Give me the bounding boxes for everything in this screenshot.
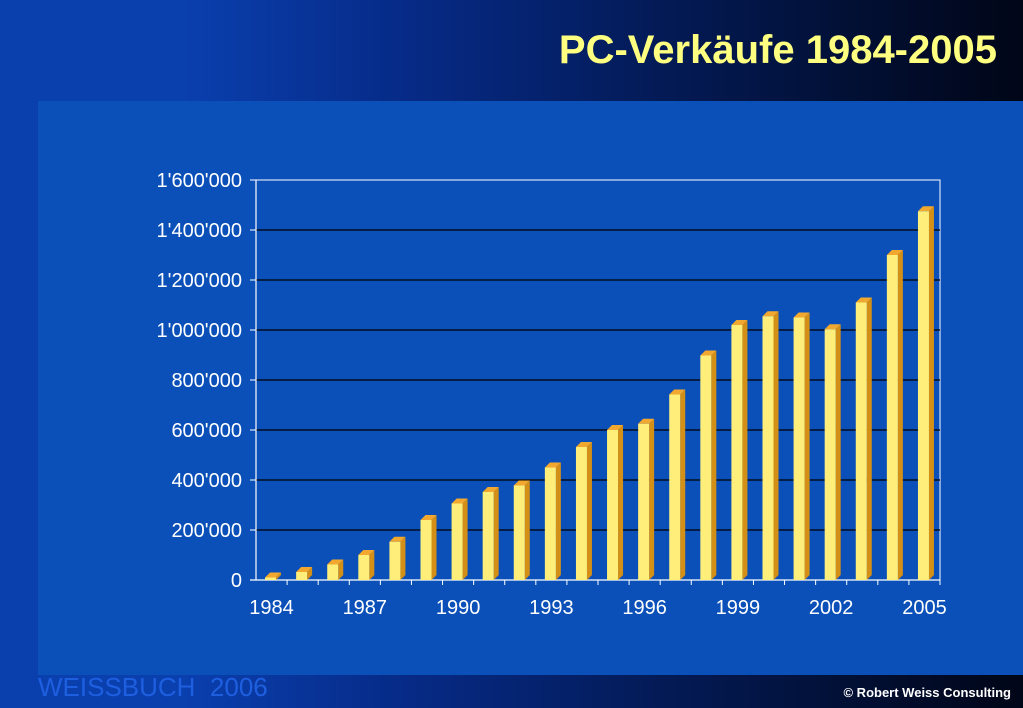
bar xyxy=(327,564,339,580)
bar-side xyxy=(742,320,748,580)
bar-top xyxy=(731,320,748,325)
y-tick-label: 600'000 xyxy=(171,420,242,442)
x-tick-label: 1984 xyxy=(249,597,294,619)
copyright-label: © Robert Weiss Consulting xyxy=(843,685,1011,700)
bar-top xyxy=(607,425,624,430)
bar-top xyxy=(327,559,344,565)
bar xyxy=(575,447,587,580)
x-tick-label: 1999 xyxy=(716,597,761,619)
brand-label: WEISSBUCH 2006 xyxy=(38,672,268,702)
bar-side xyxy=(928,206,934,580)
bar-top xyxy=(513,480,530,486)
bar xyxy=(265,577,277,580)
bar-side xyxy=(866,297,872,580)
x-tick-label: 1996 xyxy=(622,597,667,619)
bar-chart: 0 200'000 400'000 600'000 800'000 1'000'000 1'… xyxy=(157,170,947,619)
bar-top xyxy=(575,442,592,447)
y-tick-label: 1'400'000 xyxy=(157,220,243,242)
bar-side xyxy=(586,442,592,580)
bar-side xyxy=(276,572,282,580)
bar-top xyxy=(793,312,810,318)
bar xyxy=(358,555,370,580)
bar-top xyxy=(762,311,779,317)
bar-side xyxy=(680,389,686,580)
bar-top xyxy=(669,389,686,395)
bar xyxy=(638,423,650,580)
bar xyxy=(607,430,619,580)
bar xyxy=(731,325,743,580)
bar xyxy=(793,317,805,580)
bar-top xyxy=(420,515,437,520)
bar xyxy=(669,394,681,580)
bar-side xyxy=(338,559,344,580)
bar xyxy=(451,503,463,580)
bar-top xyxy=(296,567,313,572)
bar xyxy=(917,211,929,580)
y-tick-label: 800'000 xyxy=(171,370,242,392)
bar xyxy=(389,541,401,580)
bar-side xyxy=(431,515,437,580)
bar-side xyxy=(649,418,655,580)
bar xyxy=(420,520,432,580)
bar xyxy=(544,467,556,580)
bar xyxy=(513,485,525,580)
x-tick-label: 2005 xyxy=(902,597,947,619)
bar-side xyxy=(897,250,903,580)
x-tick-label: 2002 xyxy=(809,597,854,619)
bar-top xyxy=(482,487,499,492)
bar-top xyxy=(451,498,468,504)
page-title: PC-Verkäufe 1984-2005 xyxy=(558,28,997,72)
y-tick-label: 200'000 xyxy=(171,520,242,542)
bar-side xyxy=(369,550,375,580)
y-tick-label: 1'000'000 xyxy=(157,320,243,342)
bar-side xyxy=(773,311,779,580)
y-tick-label: 1'200'000 xyxy=(157,270,243,292)
bar-top xyxy=(389,536,406,542)
bar-top xyxy=(638,418,655,424)
bar xyxy=(762,316,774,580)
bar-top xyxy=(265,572,282,578)
bar-side xyxy=(835,324,841,580)
bar-top xyxy=(544,462,561,468)
bar-side xyxy=(555,462,561,580)
bar xyxy=(824,329,836,580)
bar-side xyxy=(307,567,313,580)
bar xyxy=(296,572,308,580)
y-tick-label: 1'600'000 xyxy=(157,170,243,192)
y-tick-label: 400'000 xyxy=(171,470,242,492)
bar-top xyxy=(824,324,841,330)
bar xyxy=(482,492,494,580)
bar-side xyxy=(524,480,530,580)
bar-top xyxy=(855,297,872,303)
x-tick-label: 1993 xyxy=(529,597,574,619)
bar-side xyxy=(711,350,717,580)
bar-top xyxy=(700,350,717,356)
x-tick-label: 1990 xyxy=(436,597,481,619)
y-tick-label: 0 xyxy=(231,570,242,592)
x-tick-label: 1987 xyxy=(343,597,388,619)
bar-top xyxy=(917,206,934,212)
bar-top xyxy=(886,250,903,255)
bar-side xyxy=(400,536,406,580)
bar-side xyxy=(493,487,499,580)
bar-side xyxy=(804,312,810,580)
bar-side xyxy=(462,498,468,580)
bar-side xyxy=(618,425,624,580)
bar xyxy=(700,355,712,580)
chart-panel: 0 200'000 400'000 600'000 800'000 1'000'000 1'… xyxy=(38,101,1023,675)
bar-top xyxy=(358,550,375,555)
bar xyxy=(886,255,898,580)
bar xyxy=(855,302,867,580)
